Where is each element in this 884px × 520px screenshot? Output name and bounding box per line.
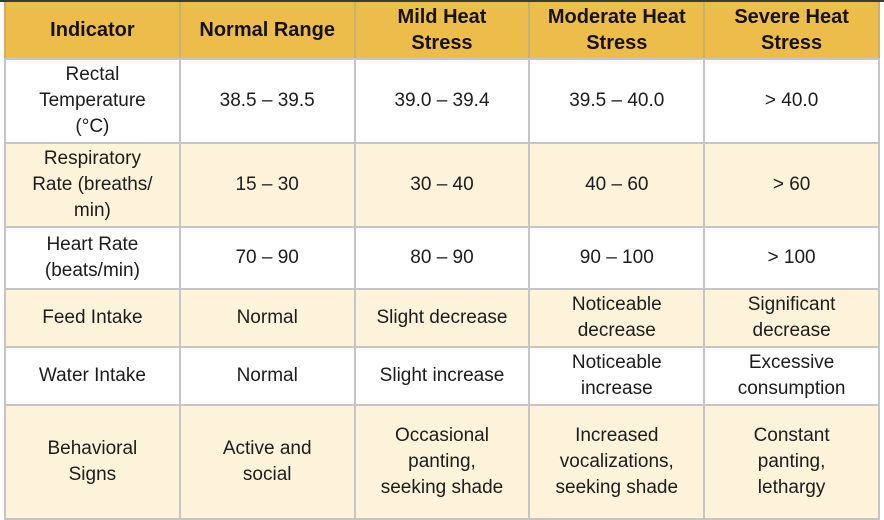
header-cell-normal-range: Normal Range [178, 2, 356, 60]
table-row-behavioral-signs: Behavioral Signs Active and social Occas… [4, 404, 880, 520]
table-cell: Occasional panting, seeking shade [353, 404, 531, 520]
header-cell-severe-heat-stress: Severe Heat Stress [703, 2, 880, 60]
table-cell: 40 – 60 [528, 142, 706, 228]
row-label-cell: Water Intake [4, 346, 181, 406]
table-row-feed-intake: Feed Intake Normal Slight decrease Notic… [4, 288, 880, 348]
table-cell: Normal [178, 288, 356, 348]
table-cell: Noticeable decrease [528, 288, 706, 348]
table-cell: Slight decrease [353, 288, 531, 348]
table-cell: Noticeable increase [528, 346, 706, 406]
header-cell-indicator: Indicator [4, 2, 181, 60]
table-cell: > 60 [703, 142, 880, 228]
table-cell: Significant decrease [703, 288, 880, 348]
heat-stress-indicators-table: Indicator Normal Range Mild Heat Stress … [4, 2, 880, 520]
row-label-cell: Rectal Temperature (°C) [4, 58, 181, 144]
table-cell: Slight increase [353, 346, 531, 406]
table-cell: Excessive consumption [703, 346, 880, 406]
table-row-heart-rate: Heart Rate (beats/min) 70 – 90 80 – 90 9… [4, 226, 880, 290]
row-label-cell: Respiratory Rate (breaths/ min) [4, 142, 181, 228]
table-cell: 30 – 40 [353, 142, 531, 228]
table-cell: 70 – 90 [178, 226, 356, 290]
header-cell-moderate-heat-stress: Moderate Heat Stress [528, 2, 706, 60]
table-cell: > 40.0 [703, 58, 880, 144]
table-cell: 39.5 – 40.0 [528, 58, 706, 144]
row-label-cell: Heart Rate (beats/min) [4, 226, 181, 290]
table-cell: 39.0 – 39.4 [353, 58, 531, 144]
table-cell: 80 – 90 [353, 226, 531, 290]
table-row-respiratory-rate: Respiratory Rate (breaths/ min) 15 – 30 … [4, 142, 880, 228]
top-border-line [0, 0, 884, 2]
table-cell: 90 – 100 [528, 226, 706, 290]
table-cell: > 100 [703, 226, 880, 290]
table-row-water-intake: Water Intake Normal Slight increase Noti… [4, 346, 880, 406]
row-label-cell: Behavioral Signs [4, 404, 181, 520]
header-row: Indicator Normal Range Mild Heat Stress … [4, 2, 880, 60]
row-label-cell: Feed Intake [4, 288, 181, 348]
table-cell: Active and social [178, 404, 356, 520]
table-cell: 15 – 30 [178, 142, 356, 228]
table-cell: Constant panting, lethargy [703, 404, 880, 520]
table-cell: Normal [178, 346, 356, 406]
table-cell: Increased vocalizations, seeking shade [528, 404, 706, 520]
table-row-rectal-temperature: Rectal Temperature (°C) 38.5 – 39.5 39.0… [4, 58, 880, 144]
header-cell-mild-heat-stress: Mild Heat Stress [353, 2, 531, 60]
table-cell: 38.5 – 39.5 [178, 58, 356, 144]
